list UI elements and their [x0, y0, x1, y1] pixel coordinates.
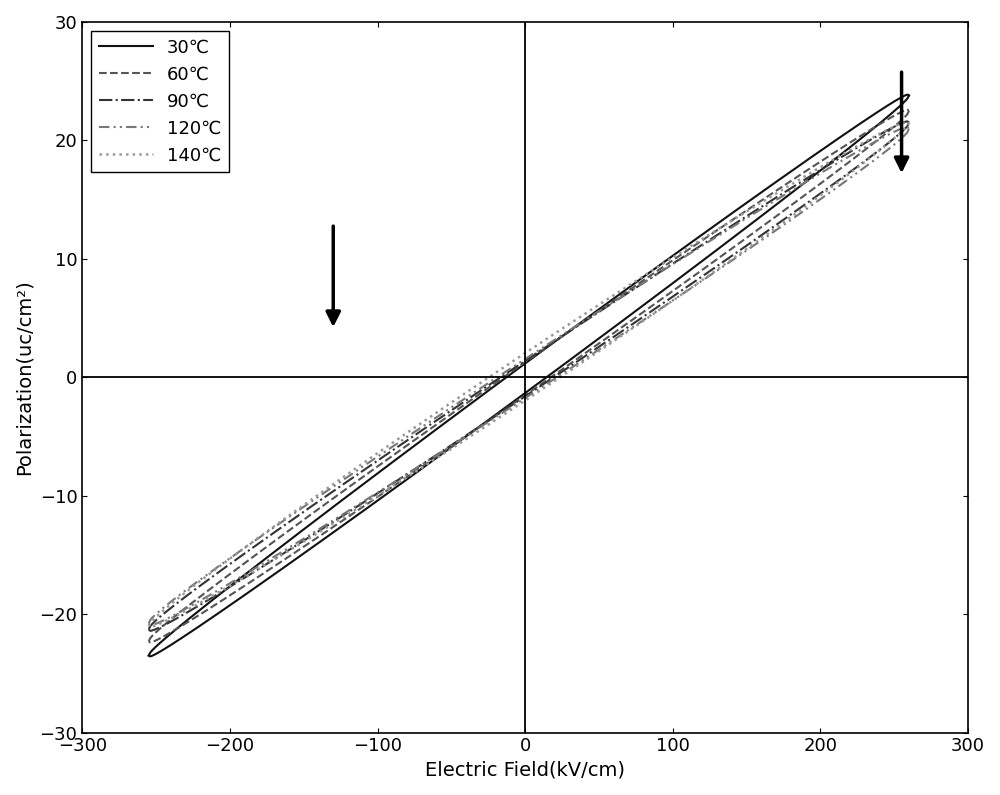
Y-axis label: Polarization(uc/cm²): Polarization(uc/cm²)	[15, 279, 34, 475]
X-axis label: Electric Field(kV/cm): Electric Field(kV/cm)	[425, 761, 625, 780]
Legend: 30℃, 60℃, 90℃, 120℃, 140℃: 30℃, 60℃, 90℃, 120℃, 140℃	[91, 31, 229, 172]
